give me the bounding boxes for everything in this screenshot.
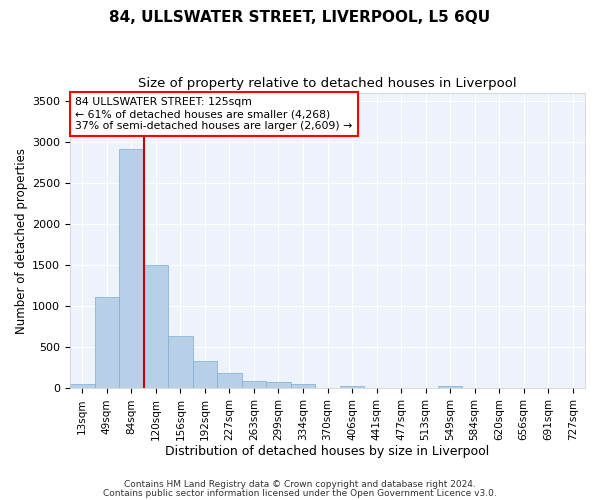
Text: Contains HM Land Registry data © Crown copyright and database right 2024.: Contains HM Land Registry data © Crown c… [124, 480, 476, 489]
Text: 84, ULLSWATER STREET, LIVERPOOL, L5 6QU: 84, ULLSWATER STREET, LIVERPOOL, L5 6QU [109, 10, 491, 25]
Bar [242, 381, 266, 388]
Bar [119, 149, 143, 388]
Bar [168, 336, 193, 388]
Bar [193, 360, 217, 388]
Bar [266, 382, 291, 388]
Bar [143, 264, 168, 388]
Bar [217, 373, 242, 388]
Y-axis label: Number of detached properties: Number of detached properties [15, 148, 28, 334]
Bar [340, 386, 364, 388]
Text: Contains public sector information licensed under the Open Government Licence v3: Contains public sector information licen… [103, 489, 497, 498]
Bar [70, 384, 95, 388]
Title: Size of property relative to detached houses in Liverpool: Size of property relative to detached ho… [138, 78, 517, 90]
Bar [95, 298, 119, 388]
Bar [438, 386, 463, 388]
Bar [291, 384, 315, 388]
Text: 84 ULLSWATER STREET: 125sqm
← 61% of detached houses are smaller (4,268)
37% of : 84 ULLSWATER STREET: 125sqm ← 61% of det… [75, 98, 352, 130]
X-axis label: Distribution of detached houses by size in Liverpool: Distribution of detached houses by size … [166, 444, 490, 458]
